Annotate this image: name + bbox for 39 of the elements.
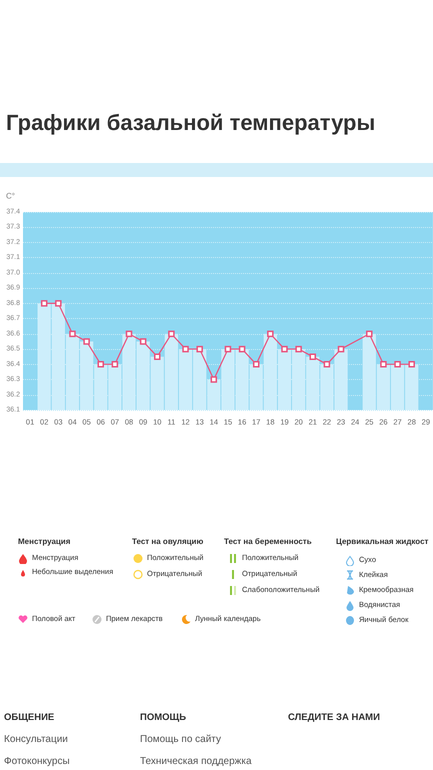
point (182, 346, 189, 352)
text: ПОМОЩЬ (140, 712, 186, 723)
text: ОБЩЕНИЕ (4, 712, 54, 723)
point (380, 361, 387, 368)
text: Помощь по сайту (140, 734, 221, 745)
point (324, 361, 330, 368)
point (366, 330, 373, 338)
point (83, 338, 90, 345)
point (210, 376, 218, 383)
point (394, 361, 401, 368)
point (408, 361, 415, 368)
text: Тест на беременность (224, 537, 312, 546)
point (97, 361, 104, 368)
point (69, 330, 76, 338)
text: Цервикальная жидкост (336, 537, 428, 546)
point (238, 346, 246, 352)
text: Менструация (18, 537, 70, 546)
point (338, 346, 344, 352)
point (168, 330, 175, 338)
point (295, 346, 302, 352)
point (196, 346, 203, 352)
point (140, 338, 146, 345)
point (55, 300, 62, 307)
text: Консультации (4, 734, 68, 745)
text: Техническая поддержка (140, 756, 252, 767)
point (154, 353, 161, 360)
point (252, 361, 260, 368)
text: Тест на овуляцию (132, 537, 204, 546)
point (40, 300, 48, 307)
point (112, 361, 118, 368)
point (281, 346, 288, 352)
chart-title: Графики базальной температуры (6, 110, 376, 136)
text: СЛЕДИТЕ ЗА НАМИ (288, 712, 380, 723)
text: Фотоконкурсы (4, 756, 70, 767)
point (310, 353, 316, 360)
point (126, 330, 132, 338)
point (224, 346, 232, 352)
point (267, 330, 274, 338)
y-axis-title: C° (6, 192, 15, 200)
